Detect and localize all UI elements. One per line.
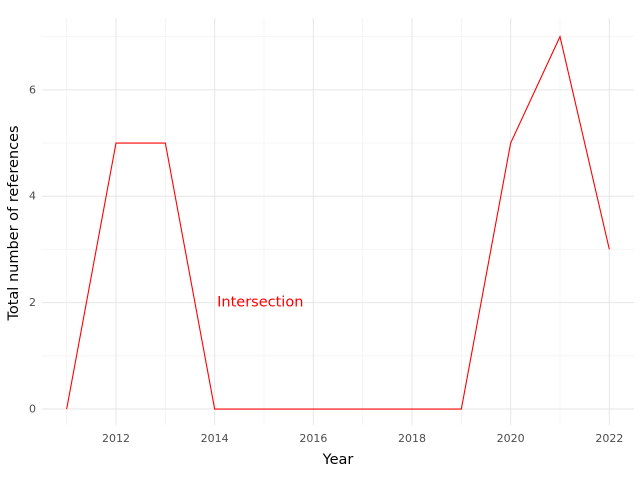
annotation-layer: Intersection (217, 295, 303, 311)
x-tick-label: 2020 (497, 432, 525, 445)
x-tick-label: 2022 (595, 432, 623, 445)
y-axis-title: Total number of references (6, 125, 22, 321)
x-tick-label: 2012 (102, 432, 130, 445)
x-tick-label: 2018 (398, 432, 426, 445)
y-tick-label: 6 (29, 83, 36, 96)
y-tick-label: 0 (29, 403, 36, 416)
y-axis-ticks: 0 2 4 6 (29, 83, 36, 415)
series-layer (66, 34, 610, 410)
annotation-label: Intersection (217, 295, 303, 311)
x-tick-label: 2016 (299, 432, 327, 445)
x-axis-ticks: 2012 2014 2016 2018 2020 2022 (102, 432, 623, 445)
minor-gridlines (42, 18, 634, 425)
x-tick-label: 2014 (201, 432, 229, 445)
x-axis-title: Year (322, 452, 354, 468)
major-gridlines (42, 18, 634, 425)
y-tick-label: 2 (29, 296, 36, 309)
series-line-0 (66, 34, 610, 410)
y-tick-label: 4 (29, 190, 36, 203)
